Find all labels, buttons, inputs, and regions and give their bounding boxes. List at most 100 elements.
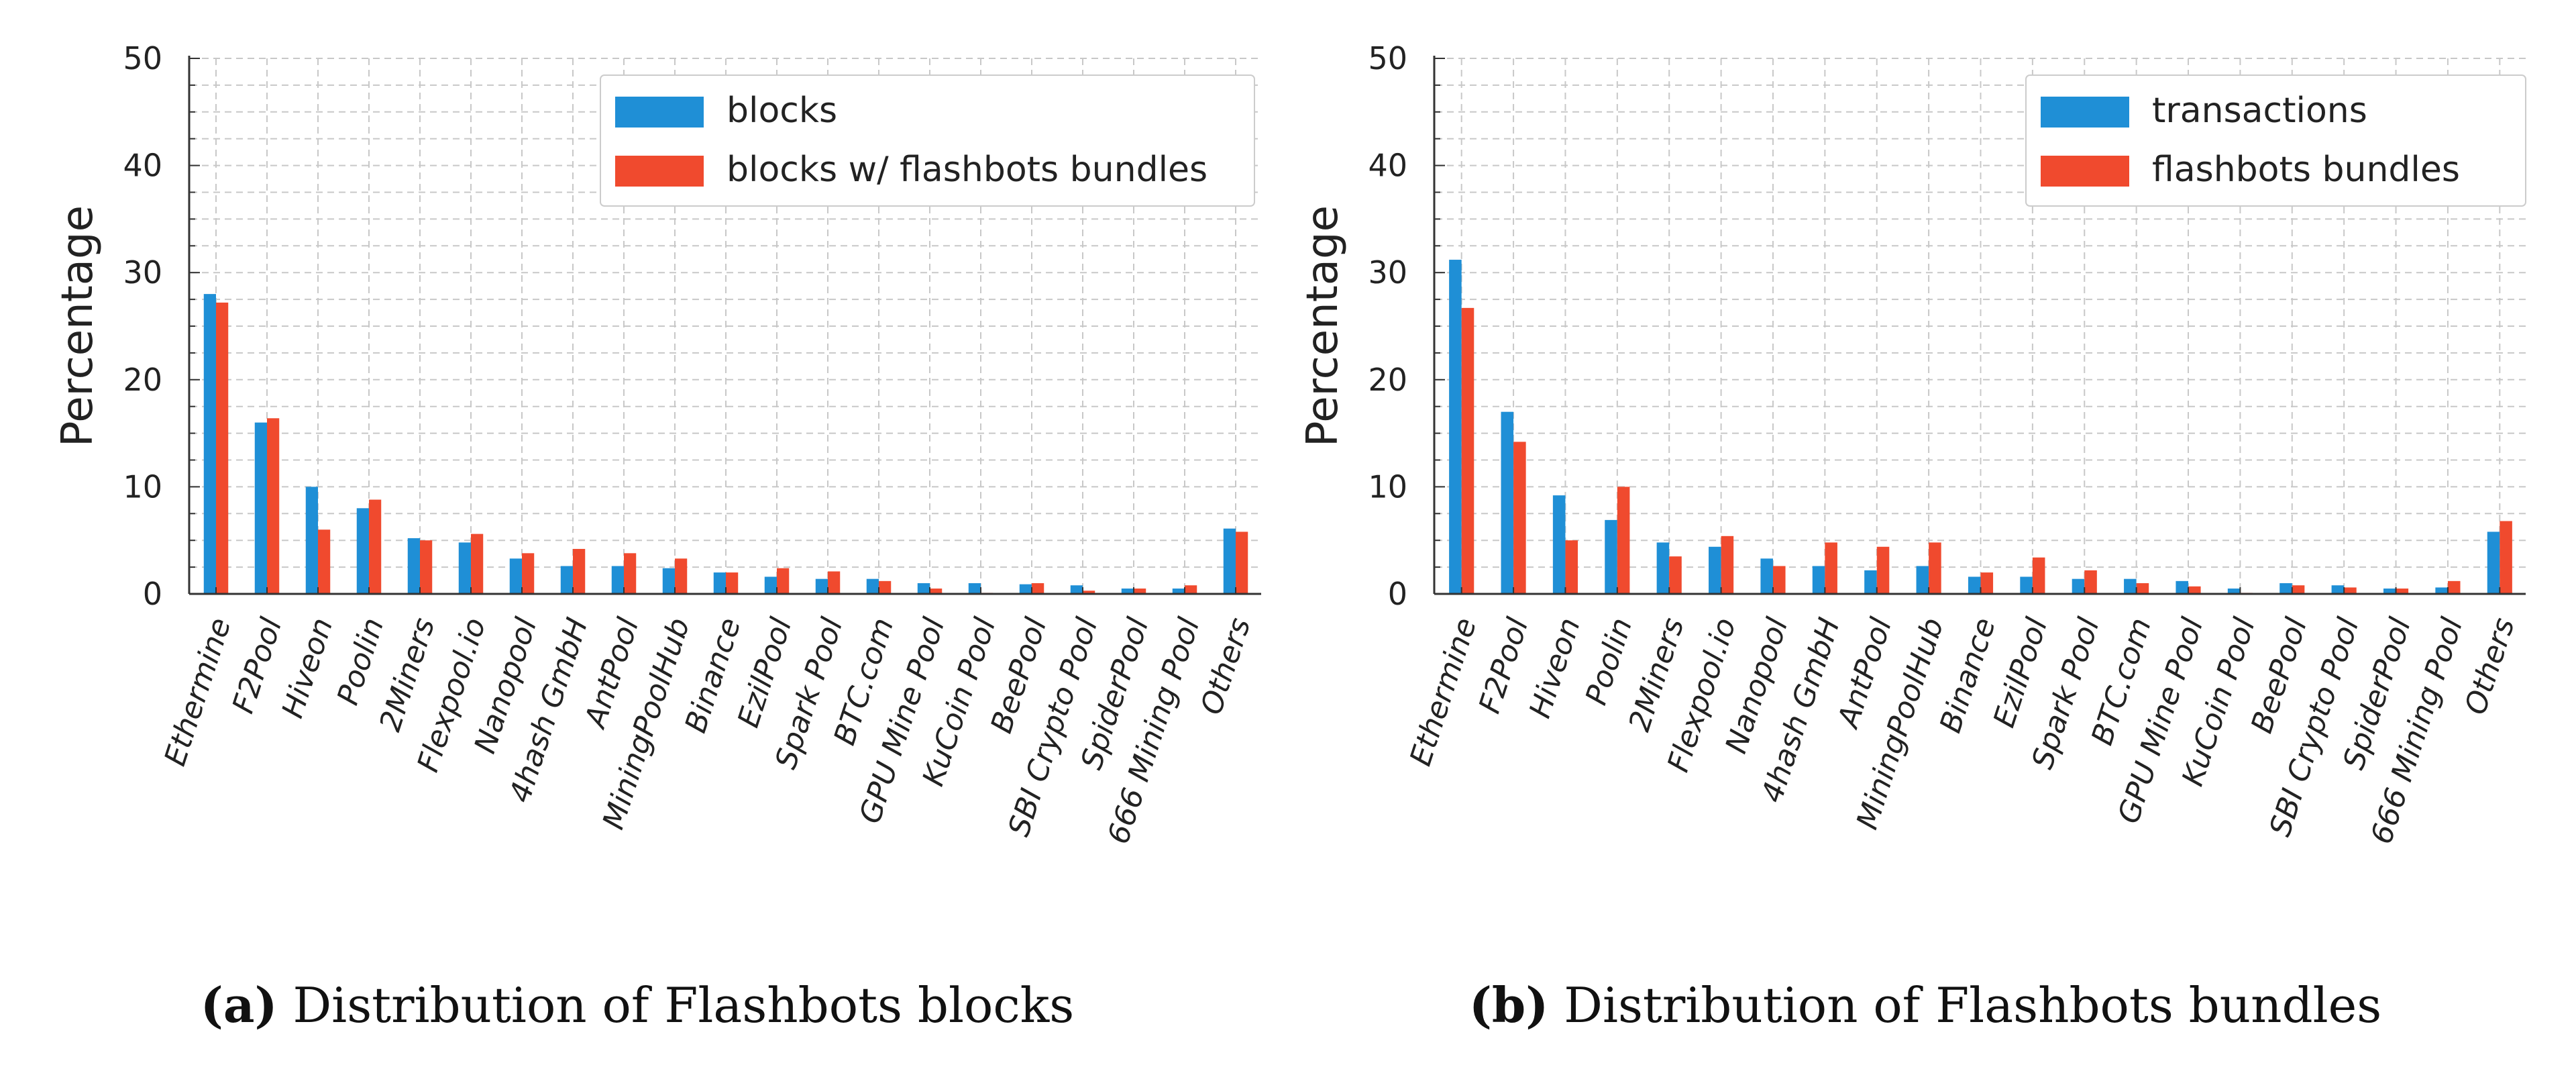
bar-series2 xyxy=(1980,572,1994,594)
bar-series2 xyxy=(1461,307,1474,594)
bar-series2 xyxy=(1513,442,1526,594)
caption-a: (a) Distribution of Flashbots blocks xyxy=(0,976,1275,1033)
legend-box xyxy=(2025,74,2526,207)
bar-series1 xyxy=(1552,495,1566,594)
legend-swatch xyxy=(2041,97,2129,128)
y-axis-title: Percentage xyxy=(53,205,103,447)
bar-series2 xyxy=(1134,589,1146,594)
bar-series2 xyxy=(1772,566,1786,594)
bar-series1 xyxy=(968,583,981,594)
bar-series1 xyxy=(764,576,777,594)
bar-series2 xyxy=(1876,546,1890,594)
caption-b-text: Distribution of Flashbots bundles xyxy=(1564,977,2382,1033)
bar-series2 xyxy=(624,553,637,594)
caption-a-label: (a) xyxy=(200,976,278,1033)
bar-series1 xyxy=(1019,584,1032,594)
bar-series1 xyxy=(2124,578,2137,594)
legend-label: transactions xyxy=(2152,91,2367,131)
bar-series2 xyxy=(2292,585,2305,594)
y-tick-label: 10 xyxy=(123,468,162,505)
bar-series1 xyxy=(2072,578,2085,594)
bar-series2 xyxy=(2032,557,2045,594)
bar-series1 xyxy=(1968,576,1981,594)
bar-series2 xyxy=(1617,487,1630,594)
caption-a-text: Distribution of Flashbots blocks xyxy=(292,977,1075,1033)
caption-b: (b) Distribution of Flashbots bundles xyxy=(1288,976,2563,1033)
legend-label: flashbots bundles xyxy=(2152,150,2460,190)
bar-series1 xyxy=(1449,260,1462,594)
bar-series1 xyxy=(1812,566,1825,594)
bar-series2 xyxy=(420,540,433,594)
y-tick-label: 30 xyxy=(123,254,162,291)
bar-series1 xyxy=(560,566,573,594)
legend-label: blocks xyxy=(727,91,837,131)
bar-series2 xyxy=(2396,589,2409,594)
caption-b-label: (b) xyxy=(1468,976,1549,1033)
bar-series1 xyxy=(509,558,522,594)
bar-series2 xyxy=(1825,542,1837,594)
bar-series1 xyxy=(1223,528,1236,594)
legend-swatch xyxy=(615,156,704,187)
bar-series1 xyxy=(305,487,318,594)
legend-swatch xyxy=(615,97,704,128)
bar-series1 xyxy=(2383,589,2396,594)
bar-series1 xyxy=(1864,570,1877,594)
bar-series2 xyxy=(777,568,790,594)
bar-series1 xyxy=(2176,580,2189,594)
y-tick-label: 0 xyxy=(143,576,162,612)
bar-series1 xyxy=(662,568,675,594)
bar-series1 xyxy=(1760,558,1773,594)
chart-b: 01020304050PercentageEthermineF2PoolHive… xyxy=(1298,40,2526,848)
bar-series1 xyxy=(356,508,369,594)
bar-series1 xyxy=(1172,589,1185,594)
bar-series2 xyxy=(573,548,586,594)
chart-a: 01020304050PercentageEthermineF2PoolHive… xyxy=(53,40,1261,848)
category-label: Poolin xyxy=(1579,614,1640,709)
y-tick-label: 40 xyxy=(1368,148,1407,184)
bar-series2 xyxy=(675,558,688,594)
bar-series2 xyxy=(1185,585,1197,594)
bar-series2 xyxy=(216,302,229,594)
legend-swatch xyxy=(2041,156,2129,187)
category-label: Ethermine xyxy=(158,614,237,770)
bar-series2 xyxy=(1083,591,1095,594)
y-axis-title: Percentage xyxy=(1298,205,1348,447)
bar-series1 xyxy=(2435,587,2448,594)
bar-series1 xyxy=(2227,589,2241,594)
y-tick-label: 30 xyxy=(1368,254,1407,291)
y-tick-label: 50 xyxy=(1368,40,1407,77)
y-tick-label: 10 xyxy=(1368,468,1407,505)
bar-series2 xyxy=(369,499,382,594)
bar-series2 xyxy=(1565,540,1578,594)
bar-series2 xyxy=(879,580,892,594)
legend-label: blocks w/ flashbots bundles xyxy=(727,150,1208,190)
category-label: Ethermine xyxy=(1403,614,1483,770)
bar-series1 xyxy=(917,583,930,594)
y-tick-label: 20 xyxy=(1368,362,1407,398)
bar-series2 xyxy=(2136,583,2149,594)
bar-series1 xyxy=(203,294,216,594)
bar-series2 xyxy=(828,571,841,594)
bar-series1 xyxy=(254,422,267,594)
bar-series2 xyxy=(726,572,739,594)
y-tick-label: 50 xyxy=(123,40,162,77)
bar-series1 xyxy=(1656,542,1670,594)
legend-box xyxy=(600,74,1255,207)
bar-series2 xyxy=(267,418,280,594)
bar-series1 xyxy=(1605,519,1617,594)
bar-series2 xyxy=(2344,587,2357,594)
bar-series2 xyxy=(318,529,331,594)
bar-series2 xyxy=(1721,536,1734,594)
bar-series2 xyxy=(930,589,943,594)
bar-series1 xyxy=(1070,585,1083,594)
bar-series2 xyxy=(1929,542,1941,594)
y-tick-label: 40 xyxy=(123,148,162,184)
bar-series1 xyxy=(815,578,828,594)
bar-series1 xyxy=(1916,566,1929,594)
bar-series2 xyxy=(522,553,535,594)
bar-series1 xyxy=(611,566,624,594)
bar-series1 xyxy=(2020,576,2033,594)
bar-series2 xyxy=(1032,583,1044,594)
bar-series2 xyxy=(2500,521,2512,594)
bar-series1 xyxy=(2279,583,2292,594)
